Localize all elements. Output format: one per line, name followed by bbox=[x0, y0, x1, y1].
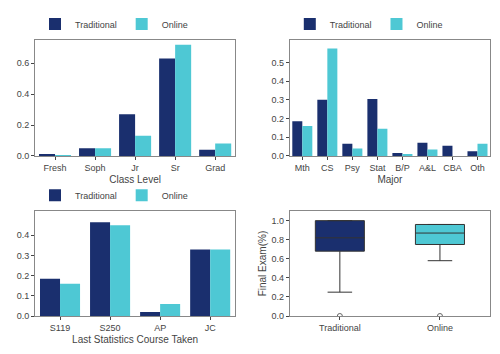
svg-text:Traditional: Traditional bbox=[75, 20, 117, 30]
svg-text:Online: Online bbox=[427, 323, 453, 333]
svg-text:0.2: 0.2 bbox=[271, 292, 284, 302]
svg-text:S250: S250 bbox=[100, 323, 121, 333]
svg-text:A&L: A&L bbox=[419, 163, 436, 173]
svg-text:0.0: 0.0 bbox=[271, 311, 284, 321]
svg-text:0.2: 0.2 bbox=[17, 271, 30, 281]
svg-text:0.4: 0.4 bbox=[271, 76, 284, 86]
svg-text:Traditional: Traditional bbox=[330, 20, 372, 30]
svg-text:AP: AP bbox=[154, 323, 166, 333]
svg-text:CBA: CBA bbox=[443, 163, 462, 173]
svg-text:S119: S119 bbox=[50, 323, 70, 333]
svg-text:B/P: B/P bbox=[395, 163, 410, 173]
svg-text:Mth: Mth bbox=[295, 163, 310, 173]
svg-text:0.5: 0.5 bbox=[271, 58, 284, 68]
svg-text:0.0: 0.0 bbox=[17, 151, 30, 161]
svg-text:Online: Online bbox=[416, 20, 442, 30]
svg-text:0.3: 0.3 bbox=[271, 95, 284, 105]
svg-text:CS: CS bbox=[321, 163, 334, 173]
svg-text:0.1: 0.1 bbox=[271, 132, 284, 142]
svg-text:0.1: 0.1 bbox=[17, 291, 30, 301]
svg-text:0.6: 0.6 bbox=[17, 58, 30, 68]
svg-text:0.6: 0.6 bbox=[271, 254, 284, 264]
svg-text:Last Statistics Course Taken: Last Statistics Course Taken bbox=[72, 334, 198, 345]
svg-text:1.0: 1.0 bbox=[271, 216, 284, 226]
svg-text:0.2: 0.2 bbox=[271, 114, 284, 124]
svg-text:Online: Online bbox=[162, 20, 188, 30]
svg-text:Traditional: Traditional bbox=[319, 323, 361, 333]
svg-text:Fresh: Fresh bbox=[44, 163, 67, 173]
svg-text:Online: Online bbox=[162, 191, 188, 201]
svg-text:Class Level: Class Level bbox=[109, 174, 161, 185]
svg-text:Soph: Soph bbox=[85, 163, 106, 173]
svg-text:0.2: 0.2 bbox=[17, 120, 30, 130]
svg-text:Major: Major bbox=[377, 174, 403, 185]
svg-text:0.0: 0.0 bbox=[17, 311, 30, 321]
svg-text:Jr: Jr bbox=[131, 163, 139, 173]
svg-text:JC: JC bbox=[205, 323, 217, 333]
svg-text:0.4: 0.4 bbox=[271, 273, 284, 283]
svg-text:Sr: Sr bbox=[171, 163, 180, 173]
svg-text:0.0: 0.0 bbox=[271, 151, 284, 161]
svg-text:Final Exam(%): Final Exam(%) bbox=[257, 231, 268, 297]
svg-text:Oth: Oth bbox=[470, 163, 485, 173]
svg-text:Psy: Psy bbox=[345, 163, 361, 173]
svg-text:0.4: 0.4 bbox=[17, 89, 30, 99]
svg-text:0.8: 0.8 bbox=[271, 235, 284, 245]
svg-text:0.4: 0.4 bbox=[17, 230, 30, 240]
svg-text:Stat: Stat bbox=[369, 163, 386, 173]
svg-text:Traditional: Traditional bbox=[75, 191, 117, 201]
svg-text:Grad: Grad bbox=[205, 163, 225, 173]
svg-text:0.3: 0.3 bbox=[17, 251, 30, 261]
